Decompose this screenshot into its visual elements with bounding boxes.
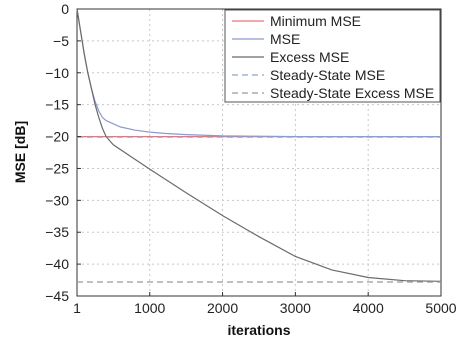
series-line-excess-mse (76, 8, 442, 282)
legend-label: MSE (270, 31, 300, 47)
x-tick-label: 3000 (280, 300, 311, 316)
legend-label: Steady-State MSE (270, 67, 385, 83)
y-tick-label: −20 (45, 129, 69, 145)
series-lines (76, 8, 442, 283)
y-tick-label: −45 (45, 288, 69, 304)
legend-label: Minimum MSE (270, 13, 361, 29)
x-tick-label: 2000 (207, 300, 238, 316)
x-tick-label: 1000 (134, 300, 165, 316)
plot-area-frame (76, 8, 442, 297)
x-axis-label: iterations (227, 322, 290, 338)
x-tick-label: 1 (73, 300, 81, 316)
y-tick-label: −30 (45, 192, 69, 208)
y-tick-label: −5 (53, 33, 69, 49)
x-tick-label: 4000 (353, 300, 384, 316)
y-tick-label: −25 (45, 160, 69, 176)
y-tick-label: −15 (45, 97, 69, 113)
legend: Minimum MSE MSE Excess MSE Steady-State MSE… (224, 9, 441, 103)
y-tick-label: −40 (45, 256, 69, 272)
y-axis-label: MSE [dB] (12, 121, 28, 183)
y-tick-label: −35 (45, 224, 69, 240)
legend-box (224, 9, 441, 103)
legend-label: Excess MSE (270, 49, 349, 65)
y-tick-label: −10 (45, 65, 69, 81)
x-axis-ticks: 1 1000 2000 3000 4000 5000 (73, 292, 457, 316)
x-tick-label: 5000 (425, 300, 456, 316)
y-axis-ticks: 0 −5 −10 −15 −20 −25 −30 −35 −40 −45 (45, 1, 81, 304)
legend-label: Steady-State Excess MSE (270, 85, 434, 101)
y-tick-label: 0 (61, 1, 69, 17)
